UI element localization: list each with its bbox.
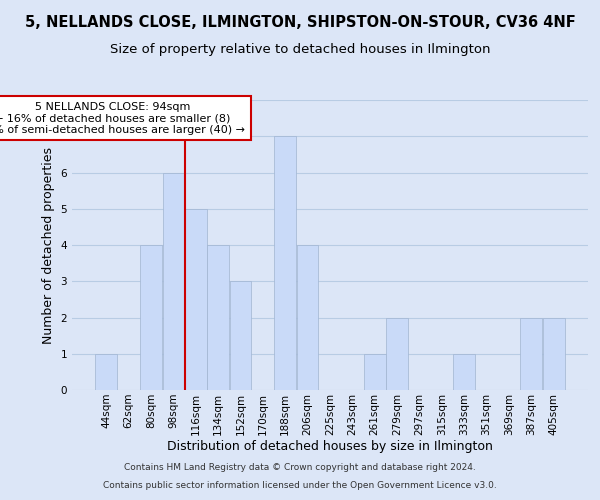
X-axis label: Distribution of detached houses by size in Ilmington: Distribution of detached houses by size … <box>167 440 493 454</box>
Bar <box>163 172 184 390</box>
Bar <box>95 354 117 390</box>
Bar <box>520 318 542 390</box>
Text: 5 NELLANDS CLOSE: 94sqm
← 16% of detached houses are smaller (8)
82% of semi-det: 5 NELLANDS CLOSE: 94sqm ← 16% of detache… <box>0 102 245 134</box>
Bar <box>454 354 475 390</box>
Bar <box>274 136 296 390</box>
Bar <box>364 354 386 390</box>
Text: Size of property relative to detached houses in Ilmington: Size of property relative to detached ho… <box>110 42 490 56</box>
Bar <box>208 245 229 390</box>
Bar <box>386 318 408 390</box>
Y-axis label: Number of detached properties: Number of detached properties <box>42 146 55 344</box>
Text: Contains HM Land Registry data © Crown copyright and database right 2024.: Contains HM Land Registry data © Crown c… <box>124 464 476 472</box>
Text: 5, NELLANDS CLOSE, ILMINGTON, SHIPSTON-ON-STOUR, CV36 4NF: 5, NELLANDS CLOSE, ILMINGTON, SHIPSTON-O… <box>25 15 575 30</box>
Bar <box>543 318 565 390</box>
Bar <box>185 209 206 390</box>
Bar <box>297 245 319 390</box>
Text: Contains public sector information licensed under the Open Government Licence v3: Contains public sector information licen… <box>103 481 497 490</box>
Bar <box>140 245 162 390</box>
Bar <box>230 281 251 390</box>
